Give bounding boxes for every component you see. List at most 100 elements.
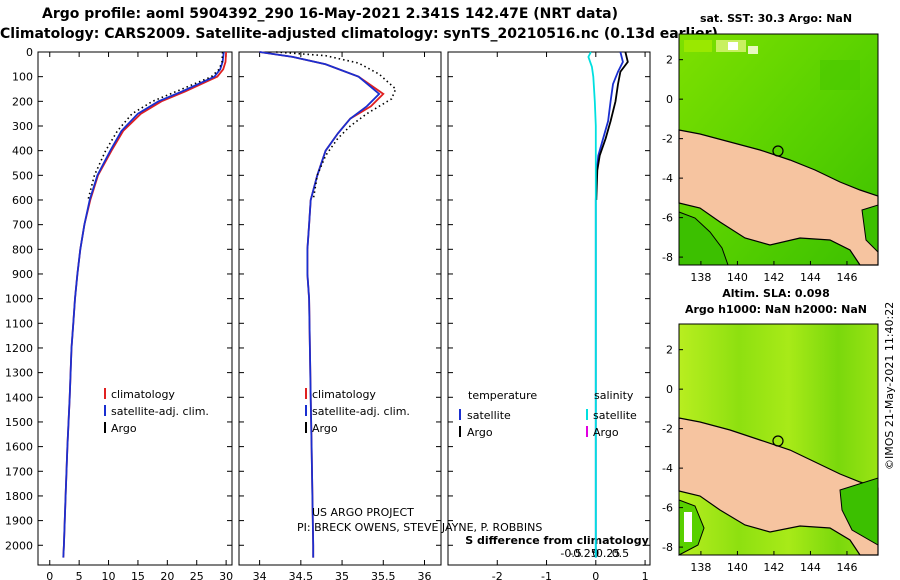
y-tick-label: 1900	[5, 515, 33, 528]
x-tick-label: 5	[76, 570, 83, 580]
plot-title-line2: Climatology: CARS2009. Satellite-adjuste…	[0, 26, 718, 42]
sst-nodata-patch	[728, 42, 738, 50]
y-tick-label: 1400	[5, 391, 33, 404]
y-tick-label: 800	[12, 243, 33, 256]
map-y-tick-label: 0	[666, 93, 673, 106]
x-tick-label: 0	[46, 570, 53, 580]
x-tick-label: 10	[102, 570, 116, 580]
map-x-tick-label: 142	[763, 271, 784, 284]
sla-argo-marker	[772, 435, 784, 447]
map-x-tick-label: 144	[800, 561, 821, 574]
map-y-tick-label: -8	[662, 541, 673, 554]
map-x-tick-label: 146	[836, 271, 857, 284]
legend-label: Argo	[312, 422, 338, 435]
y-tick-label: 1100	[5, 317, 33, 330]
y-tick-label: 600	[12, 194, 33, 207]
y-tick-label: 300	[12, 120, 33, 133]
map-x-tick-label: 140	[727, 561, 748, 574]
legend-label: Argo	[593, 426, 619, 439]
s-tick-label: -0.5	[560, 547, 581, 560]
temperature-series-satellite-adj-clim-	[62, 51, 225, 558]
y-tick-label: 1200	[5, 342, 33, 355]
x-tick-label: 34	[253, 570, 267, 580]
imos-watermark: ©IMOS 21-May-2021 11:40:22	[883, 302, 896, 470]
s-difference-label: S difference from climatology	[465, 534, 649, 547]
sst-frame	[678, 33, 879, 266]
x-tick-label: 35	[335, 570, 349, 580]
legend-label: satellite-adj. clim.	[312, 405, 410, 418]
salinity-series-satellite-adj-clim-	[259, 51, 381, 558]
map-y-tick-label: 2	[666, 54, 673, 67]
difference-panel: -2-101T difference from climatology-0.5-…	[447, 51, 651, 580]
x-tick-label: -2	[492, 570, 503, 580]
x-tick-label: -1	[541, 570, 552, 580]
sla-coastal-water	[839, 477, 879, 546]
plot-title-line1: Argo profile: aoml 5904392_290 16-May-20…	[42, 6, 618, 22]
map-y-tick-label: -8	[662, 251, 673, 264]
y-tick-label: 1300	[5, 367, 33, 380]
x-tick-label: 25	[190, 570, 204, 580]
y-tick-label: 900	[12, 268, 33, 281]
map-y-tick-label: -6	[662, 502, 673, 515]
map-x-tick-label: 146	[836, 561, 857, 574]
legend-title: salinity	[594, 389, 634, 402]
map-y-tick-label: -4	[662, 172, 673, 185]
sla-map-title1: Altim. SLA: 0.098	[722, 287, 829, 300]
y-tick-label: 1000	[5, 293, 33, 306]
sst-map-title: sat. SST: 30.3 Argo: NaN	[700, 12, 852, 25]
y-tick-label: 0	[26, 46, 33, 59]
y-tick-label: 1700	[5, 465, 33, 478]
map-y-tick-label: -4	[662, 462, 673, 475]
y-tick-label: 2000	[5, 539, 33, 552]
y-tick-label: 1500	[5, 416, 33, 429]
map-x-tick-label: 142	[763, 561, 784, 574]
y-tick-label: 1600	[5, 441, 33, 454]
s-tick-label: 0.5	[612, 547, 630, 560]
legend-label: satellite-adj. clim.	[111, 405, 209, 418]
map-y-tick-label: -2	[662, 133, 673, 146]
salinity-series-climatology	[259, 51, 385, 558]
legend-label: satellite	[467, 409, 511, 422]
x-tick-label: 0	[592, 570, 599, 580]
map-y-tick-label: -2	[662, 423, 673, 436]
salinity-series-argo	[276, 51, 397, 201]
s-tick-label: -0.25	[569, 547, 597, 560]
credit-line1: US ARGO PROJECT	[312, 506, 414, 519]
temperature-series-argo	[87, 51, 224, 201]
x-tick-label: 30	[219, 570, 233, 580]
salinity-panel: 3434.53535.536salinityclimatologysatelli…	[238, 51, 442, 580]
legend-label: climatology	[312, 388, 376, 401]
difference-series-s-satellite	[587, 51, 597, 558]
difference-frame	[447, 51, 651, 566]
temperature-frame	[37, 51, 233, 566]
legend-label: satellite	[593, 409, 637, 422]
legend-title: temperature	[468, 389, 537, 402]
map-x-tick-label: 138	[690, 561, 711, 574]
x-tick-label: 36	[418, 570, 432, 580]
salinity-frame	[238, 51, 442, 566]
legend-label: Argo	[111, 422, 137, 435]
sst-patch	[820, 60, 860, 90]
map-y-tick-label: -6	[662, 212, 673, 225]
sst-patch	[684, 40, 712, 52]
map-y-tick-label: 2	[666, 344, 673, 357]
sst-argo-marker	[772, 145, 784, 157]
difference-series-t-argo	[595, 51, 629, 201]
y-tick-label: 500	[12, 169, 33, 182]
x-tick-label: 20	[160, 570, 174, 580]
temperature-panel: 0100200300400500600700800900100011001200…	[5, 46, 233, 580]
map-y-tick-label: 0	[666, 383, 673, 396]
map-x-tick-label: 138	[690, 271, 711, 284]
sla-map: Altim. SLA: 0.098 Argo h1000: NaN h2000:…	[662, 287, 879, 574]
y-tick-label: 100	[12, 71, 33, 84]
sst-patch	[748, 46, 758, 54]
x-tick-label: 35.5	[371, 570, 396, 580]
sst-map: sat. SST: 30.3 Argo: NaN 138 140 142 144 146…	[662, 12, 879, 284]
map-x-tick-label: 144	[800, 271, 821, 284]
x-tick-label: 34.5	[289, 570, 314, 580]
x-tick-label: 1	[642, 570, 649, 580]
y-tick-label: 700	[12, 219, 33, 232]
credit-line2: PI: BRECK OWENS, STEVE JAYNE, P. ROBBINS	[297, 521, 542, 534]
y-tick-label: 400	[12, 145, 33, 158]
